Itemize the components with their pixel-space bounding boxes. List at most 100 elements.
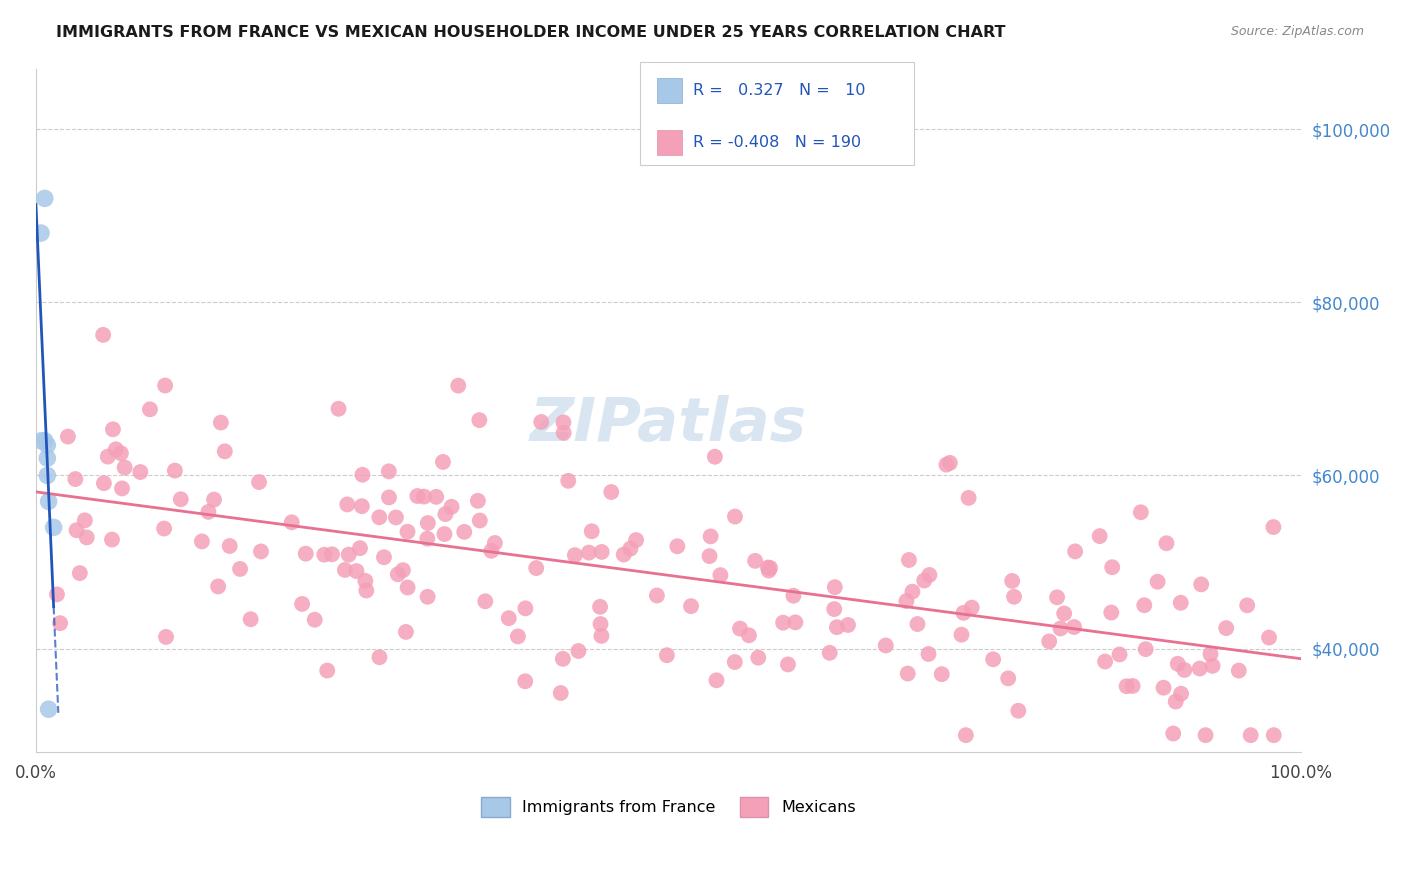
Point (387, 567, 409, 582)
Point (294, 547, 316, 561)
Point (37, 468, 59, 483)
Point (49, 616, 72, 631)
Point (1188, 661, 1211, 675)
Point (170, 492, 193, 507)
Point (155, 630, 177, 644)
Point (564, 548, 586, 562)
Point (37, 451, 59, 466)
Point (1094, 655, 1116, 669)
Point (756, 560, 779, 574)
Point (396, 581, 419, 595)
Point (1064, 544, 1087, 558)
Point (91, 327, 114, 342)
Point (280, 516, 302, 530)
Point (229, 562, 252, 576)
Text: R = -0.408   N = 190: R = -0.408 N = 190 (693, 136, 862, 150)
Point (1263, 520, 1285, 534)
Point (1001, 574, 1024, 588)
Point (425, 490, 447, 504)
Point (699, 549, 721, 563)
Point (907, 617, 929, 632)
Point (679, 599, 702, 614)
Point (34, 191, 56, 205)
Point (114, 460, 136, 475)
Point (38, 494, 60, 508)
Point (291, 597, 314, 611)
Y-axis label: Householder Income Under 25 years: Householder Income Under 25 years (0, 270, 7, 551)
Point (30, 226, 52, 240)
Point (101, 533, 124, 547)
Point (837, 618, 859, 632)
Point (1002, 590, 1025, 604)
Point (413, 490, 436, 504)
Point (553, 425, 575, 440)
Point (939, 456, 962, 470)
Point (917, 647, 939, 661)
Point (153, 522, 176, 536)
Point (557, 474, 579, 488)
Point (314, 548, 336, 562)
Point (591, 629, 613, 643)
Point (550, 686, 572, 700)
Point (396, 524, 419, 539)
Point (336, 498, 359, 512)
Point (896, 594, 918, 608)
Point (1049, 622, 1071, 636)
Point (1101, 560, 1123, 574)
Point (368, 650, 391, 665)
Point (73, 513, 96, 527)
Point (479, 543, 502, 558)
Point (416, 516, 439, 530)
Point (129, 465, 152, 479)
Text: R =   0.327   N =   10: R = 0.327 N = 10 (693, 84, 866, 98)
Point (524, 561, 547, 575)
Point (1153, 681, 1175, 695)
Point (76, 530, 98, 544)
Point (1263, 728, 1285, 742)
Point (901, 584, 924, 599)
Point (1240, 728, 1263, 742)
Point (385, 510, 408, 524)
Text: IMMIGRANTS FROM FRANCE VS MEXICAN HOUSEHOLDER INCOME UNDER 25 YEARS CORRELATION : IMMIGRANTS FROM FRANCE VS MEXICAN HOUSEH… (56, 25, 1005, 40)
Point (1063, 620, 1085, 634)
Point (1236, 599, 1258, 613)
Point (447, 378, 470, 392)
Text: ZIPatlas: ZIPatlas (530, 394, 807, 454)
Point (666, 539, 689, 553)
Point (368, 510, 391, 524)
Point (406, 489, 429, 503)
Point (553, 416, 575, 430)
Point (432, 455, 454, 469)
Point (724, 655, 747, 669)
Point (912, 574, 935, 588)
Point (1258, 631, 1281, 645)
Point (551, 652, 574, 666)
Point (600, 485, 623, 500)
Point (1053, 607, 1076, 621)
Point (530, 415, 553, 429)
Point (1194, 728, 1216, 742)
Point (333, 563, 356, 577)
Point (589, 617, 612, 632)
Point (110, 446, 132, 460)
Point (352, 467, 374, 482)
Point (349, 541, 371, 556)
Point (619, 541, 641, 556)
Point (997, 671, 1019, 685)
Point (515, 674, 537, 689)
Point (37, 438, 59, 452)
Point (1189, 577, 1212, 591)
Point (1129, 505, 1152, 519)
Point (955, 728, 977, 742)
Point (655, 648, 678, 663)
Point (101, 422, 124, 436)
Point (46, 587, 69, 601)
Point (97, 450, 120, 464)
Point (758, 564, 780, 578)
Point (931, 667, 953, 681)
Point (373, 550, 395, 565)
Point (392, 563, 415, 577)
Point (65, 472, 87, 486)
Point (957, 491, 980, 505)
Point (1135, 642, 1157, 657)
